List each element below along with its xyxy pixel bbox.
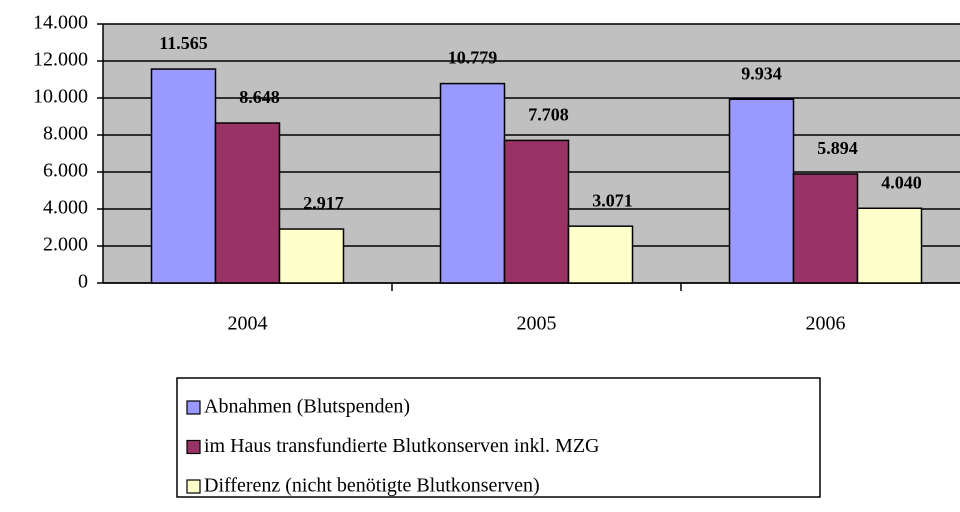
value-label: 11.565 [159, 33, 208, 53]
value-label: 10.779 [448, 48, 498, 68]
legend-box [176, 377, 821, 498]
bar [439, 82, 506, 284]
legend-label: Abnahmen (Blutspenden) [204, 396, 410, 418]
y-tick-label: 4.000 [43, 197, 88, 219]
value-label: 4.040 [881, 172, 922, 192]
y-tick-label: 8.000 [43, 123, 88, 145]
y-tick-label: 2.000 [43, 234, 88, 256]
bar [278, 228, 345, 284]
value-label: 5.894 [817, 138, 858, 158]
x-tick-label: 2005 [517, 313, 557, 335]
x-tick-label: 2004 [228, 313, 268, 335]
legend-label: im Haus transfundierte Blutkonserven ink… [204, 435, 600, 457]
y-tick-label: 0 [78, 271, 88, 293]
y-tick-label: 14.000 [33, 12, 88, 34]
value-label: 7.708 [528, 105, 569, 125]
x-tick-label: 2006 [806, 313, 846, 335]
legend-label: Differenz (nicht benötigte Blutkonserven… [204, 475, 540, 497]
legend-swatch [186, 479, 201, 494]
value-label: 8.648 [239, 87, 280, 107]
value-label: 3.071 [592, 190, 633, 210]
legend-swatch [186, 439, 201, 455]
legend-swatch [186, 400, 201, 415]
bar [567, 225, 634, 284]
y-tick-label: 6.000 [43, 160, 88, 182]
value-label: 2.917 [303, 193, 344, 213]
bar [792, 173, 859, 284]
y-tick-label: 10.000 [33, 86, 88, 108]
bar [728, 98, 795, 284]
value-label: 9.934 [741, 63, 782, 83]
bar [214, 122, 281, 284]
bar [856, 207, 923, 284]
bar [150, 68, 217, 284]
bar [503, 139, 570, 284]
y-tick-label: 12.000 [33, 49, 88, 71]
